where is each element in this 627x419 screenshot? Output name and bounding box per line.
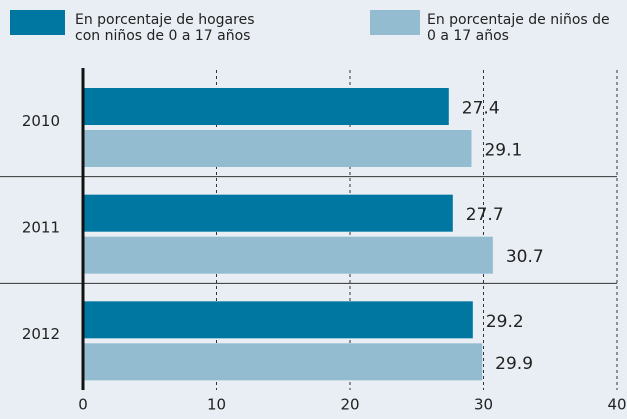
value-label: 29.1 <box>484 141 522 161</box>
value-label: 30.7 <box>506 247 544 267</box>
x-tick-label: 0 <box>78 396 88 414</box>
legend-label: En porcentaje de niños de 0 a 17 años <box>427 12 610 44</box>
value-label: 27.7 <box>466 205 504 225</box>
value-label: 29.9 <box>495 354 533 374</box>
bar <box>83 301 473 339</box>
y-tick-label: 2011 <box>22 219 60 237</box>
legend-swatch <box>10 10 65 35</box>
bar <box>83 88 449 125</box>
x-tick-label: 40 <box>607 396 626 414</box>
bar <box>83 236 493 274</box>
bar <box>83 194 453 232</box>
value-label: 29.2 <box>486 312 524 332</box>
value-label: 27.4 <box>462 99 500 119</box>
bar <box>83 343 483 381</box>
x-tick-label: 10 <box>207 396 226 414</box>
y-tick-label: 2012 <box>22 325 60 343</box>
y-tick-label: 2010 <box>22 112 60 130</box>
bar <box>83 130 472 167</box>
x-tick-label: 20 <box>340 396 359 414</box>
x-tick-label: 30 <box>474 396 493 414</box>
legend-label: En porcentaje de hogares con niños de 0 … <box>75 12 255 44</box>
legend-swatch <box>370 10 420 35</box>
